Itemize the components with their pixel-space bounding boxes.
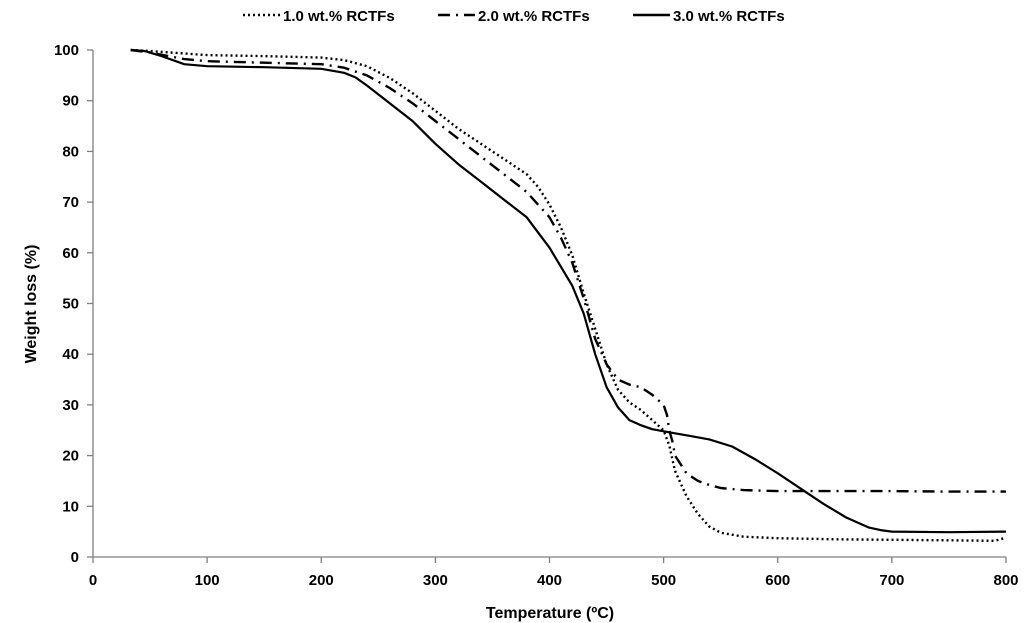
y-tick-label: 10 [62,498,79,515]
series-line-2 [130,48,1006,493]
x-tick-label: 400 [537,572,562,589]
y-tick-label: 0 [71,549,79,566]
x-tick-label: 0 [89,572,97,589]
x-tick-label: 200 [309,572,334,589]
x-axis-title: Temperature (ºC) [486,605,614,622]
x-tick-label: 300 [423,572,448,589]
legend-label-2: 2.0 wt.% RCTFs [478,8,590,25]
y-tick-label: 90 [62,93,79,110]
y-tick-label: 50 [62,296,79,313]
y-tick-label: 30 [62,397,79,414]
x-tick-label: 800 [993,572,1018,589]
series-line-1 [130,48,1007,542]
y-axis-title: Weight loss (%) [23,245,40,364]
x-tick-label: 500 [651,572,676,589]
legend-label-1: 1.0 wt.% RCTFs [283,8,395,25]
x-tick-label: 100 [195,572,220,589]
legend: 1.0 wt.% RCTFs 2.0 wt.% RCTFs 3.0 wt.% RCT… [243,8,785,25]
y-tick-label: 100 [54,42,79,59]
y-tick-label: 80 [62,143,79,160]
y-tick-label: 20 [62,448,79,465]
x-tick-label: 600 [765,572,790,589]
axes: 0 10 20 30 40 50 60 70 80 90 100 0 100 200 300 400 500 60… [54,42,1019,589]
legend-label-3: 3.0 wt.% RCTFs [673,8,785,25]
y-tick-label: 40 [62,346,79,363]
y-tick-label: 70 [62,194,79,211]
y-tick-label: 60 [62,245,79,262]
x-tick-label: 700 [879,572,904,589]
plot-area [130,48,1007,542]
series-line-3 [130,48,1007,534]
